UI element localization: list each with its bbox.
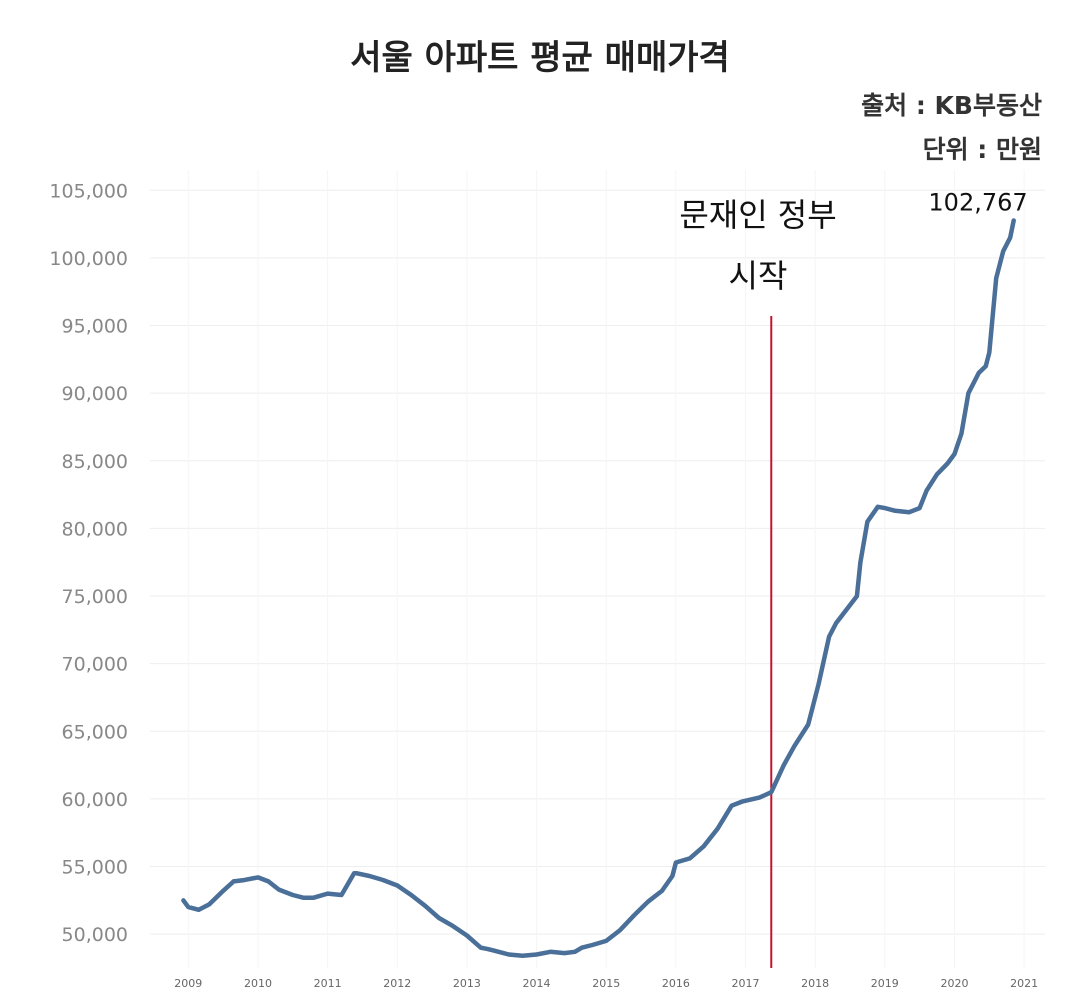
x-tick-label: 2018 bbox=[801, 977, 829, 990]
y-tick-label: 105,000 bbox=[49, 180, 128, 202]
y-tick-label: 85,000 bbox=[62, 451, 128, 473]
y-tick-label: 95,000 bbox=[62, 316, 128, 338]
y-tick-label: 65,000 bbox=[62, 721, 128, 743]
y-tick-label: 75,000 bbox=[62, 586, 128, 608]
price-series bbox=[181, 218, 1016, 959]
x-tick-label: 2013 bbox=[453, 977, 481, 990]
chart-title: 서울 아파트 평균 매매가격 bbox=[350, 38, 730, 78]
y-tick-label: 90,000 bbox=[62, 383, 128, 405]
y-tick-label: 55,000 bbox=[62, 857, 128, 879]
x-tick-label: 2009 bbox=[174, 977, 202, 990]
chart-annotations: 102,767 bbox=[928, 188, 1027, 216]
y-tick-label: 60,000 bbox=[62, 789, 128, 811]
x-tick-label: 2016 bbox=[662, 977, 690, 990]
x-tick-label: 2012 bbox=[383, 977, 411, 990]
x-axis-ticks: 2009 2010 2011 2012 2013 2014 2015 2016 2017 2018… bbox=[174, 977, 1038, 990]
y-tick-label: 50,000 bbox=[62, 924, 128, 946]
grid-lines bbox=[150, 170, 1045, 968]
unit-label: 단위 : 만원 bbox=[922, 135, 1042, 164]
end-value-label: 102,767 bbox=[928, 188, 1027, 216]
x-tick-label: 2019 bbox=[871, 977, 899, 990]
event-label-line2: 시작 bbox=[729, 257, 788, 295]
y-axis-ticks: 50,000 55,000 60,000 65,000 70,000 75,000 80,0… bbox=[49, 180, 128, 946]
event-label-line1: 문재인 정부 bbox=[679, 196, 836, 234]
source-label: 출처 : KB부동산 bbox=[861, 91, 1042, 120]
x-tick-label: 2014 bbox=[523, 977, 551, 990]
x-tick-label: 2020 bbox=[940, 977, 968, 990]
y-tick-label: 100,000 bbox=[49, 248, 128, 270]
series-line bbox=[181, 218, 1016, 959]
x-tick-label: 2011 bbox=[314, 977, 342, 990]
x-tick-label: 2017 bbox=[732, 977, 760, 990]
y-tick-label: 70,000 bbox=[62, 654, 128, 676]
x-tick-label: 2021 bbox=[1010, 977, 1038, 990]
x-tick-label: 2010 bbox=[244, 977, 272, 990]
y-tick-label: 80,000 bbox=[62, 518, 128, 540]
x-tick-label: 2015 bbox=[592, 977, 620, 990]
